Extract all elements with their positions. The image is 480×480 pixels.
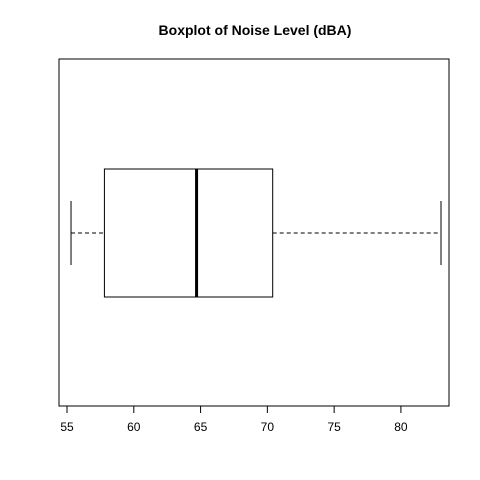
x-tick-label: 70: [261, 420, 275, 434]
x-tick-label: 60: [127, 420, 141, 434]
x-tick-label: 65: [194, 420, 208, 434]
boxplot-marks: [70, 168, 442, 298]
x-tick-label: 75: [327, 420, 341, 434]
x-tick-label: 80: [394, 420, 408, 434]
iqr-box: [103, 168, 274, 298]
chart-title: Boxplot of Noise Level (dBA): [159, 22, 352, 38]
x-axis: 55 60 65 70 75 80: [60, 405, 408, 434]
x-tick-label: 55: [60, 420, 74, 434]
